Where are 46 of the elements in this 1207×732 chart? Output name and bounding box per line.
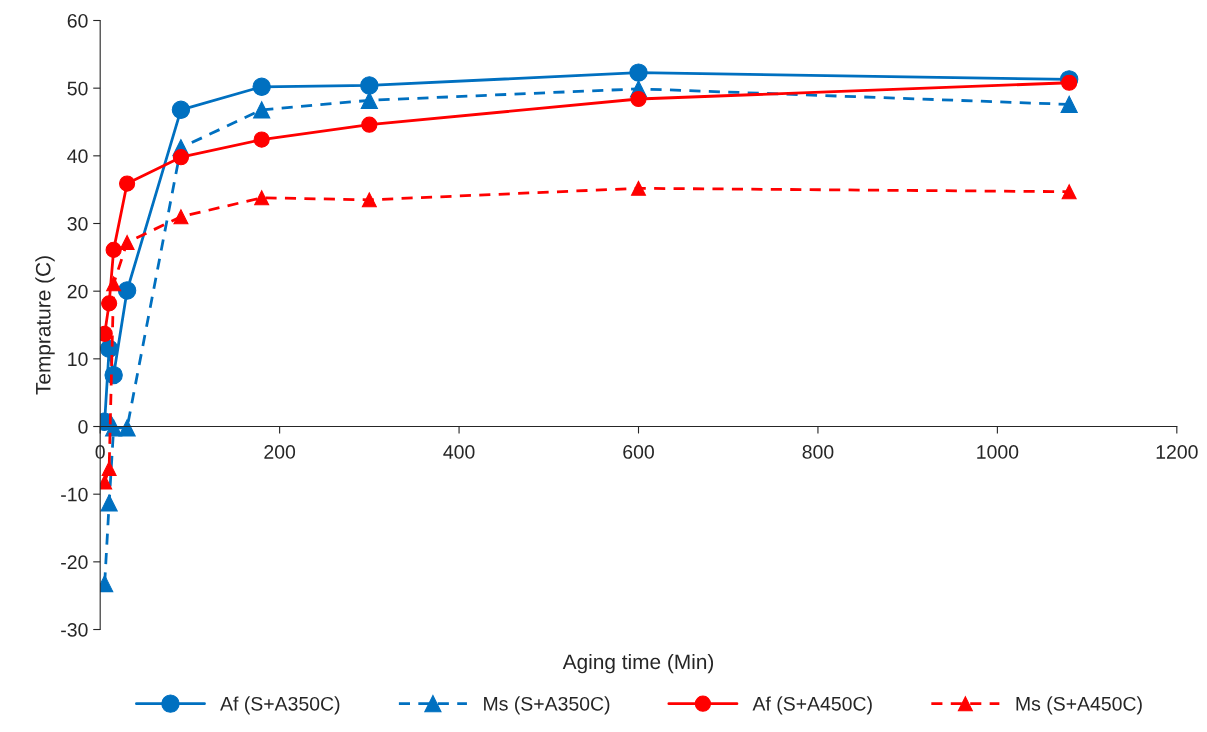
y-tick-label: -20 (61, 555, 88, 570)
y-tick-label: 50 (67, 81, 88, 96)
point (360, 76, 379, 95)
y-tick-label: 60 (67, 13, 88, 28)
point (117, 281, 137, 300)
point (1060, 95, 1078, 114)
y-tick-label: -10 (61, 487, 88, 502)
x-tick-label: 800 (802, 445, 834, 459)
point (361, 116, 378, 133)
legend-label: Af (S+A350C) (220, 696, 340, 715)
point (100, 494, 118, 512)
y-axis-title: Temprature (C) (35, 256, 55, 395)
y-tick-label: 10 (68, 352, 88, 367)
x-tick-label: 1200 (1156, 445, 1198, 459)
point (629, 63, 648, 82)
point (173, 209, 189, 225)
point (630, 180, 647, 196)
point (172, 149, 190, 166)
x-tick-label: 600 (623, 445, 654, 459)
x-axis-title: Aging time (Min) (562, 653, 714, 674)
y-tick-label: 40 (67, 149, 88, 164)
legend-label: Ms (S+A350C) (484, 696, 610, 715)
point (106, 276, 122, 292)
point (119, 234, 135, 250)
y-tick-label: 30 (67, 216, 88, 231)
point (1061, 74, 1078, 91)
point (105, 241, 122, 258)
point (119, 175, 136, 192)
point (171, 100, 191, 120)
point (253, 101, 271, 119)
x-tick-label: 400 (443, 445, 475, 459)
point (101, 460, 117, 476)
point (1061, 184, 1077, 200)
point (118, 419, 136, 437)
x-tick-label: 1000 (977, 445, 1019, 459)
point (252, 77, 271, 97)
y-tick-label: 0 (78, 419, 88, 434)
y-tick-label: 20 (67, 284, 88, 299)
y-tick-label: -30 (61, 622, 88, 637)
point (253, 131, 270, 148)
point (630, 90, 647, 108)
x-tick-label: 200 (264, 445, 296, 459)
point (361, 192, 377, 208)
legend-label: Af (S+A450C) (752, 696, 872, 715)
point (254, 190, 270, 206)
legend-label: Ms (S+A450C) (1016, 696, 1142, 715)
